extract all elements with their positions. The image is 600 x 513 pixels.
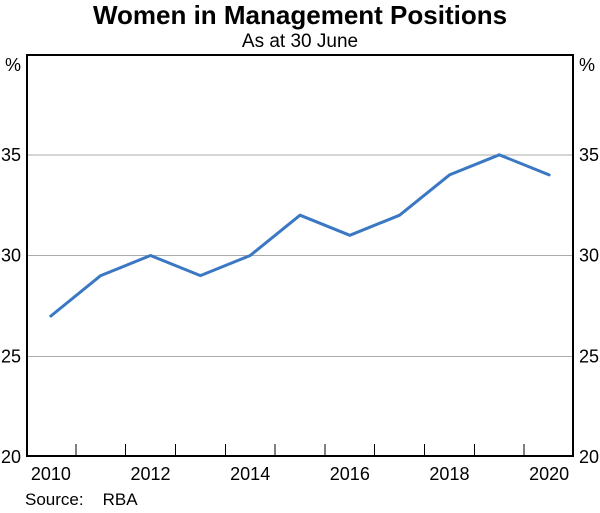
plot-frame [26,54,574,457]
y-axis-unit-left: % [5,55,21,75]
source-value: RBA [102,490,138,509]
source-note: Source: RBA [25,490,138,510]
y-axis-label-right: 30 [579,246,599,266]
x-axis-label: 2014 [230,464,270,484]
y-axis-label-right: 20 [579,447,599,467]
y-axis-label-left: 30 [1,246,21,266]
y-axis-label-right: 25 [579,346,599,366]
y-axis-unit-right: % [579,55,595,75]
y-axis-label-right: 35 [579,145,599,165]
source-label: Source: [25,490,84,509]
x-axis-label: 2018 [429,464,469,484]
chart-title: Women in Management Positions [92,0,508,30]
x-axis-label: 2020 [529,464,569,484]
data-line [49,153,551,318]
x-axis-label: 2016 [330,464,370,484]
y-axis-label-left: 35 [1,145,21,165]
x-axis-label: 2010 [31,464,71,484]
x-axis-label: 2012 [131,464,171,484]
y-axis-label-left: 25 [1,346,21,366]
y-axis-label-left: 20 [1,447,21,467]
chart-subtitle: As at 30 June [241,31,359,52]
